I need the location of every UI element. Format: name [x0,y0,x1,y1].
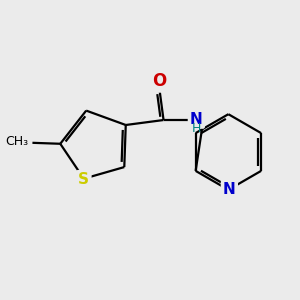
Text: O: O [152,72,167,90]
Text: N: N [190,112,203,127]
Text: N: N [223,182,236,197]
Text: CH₃: CH₃ [5,135,28,148]
Text: S: S [78,172,89,187]
Text: H: H [192,122,201,136]
